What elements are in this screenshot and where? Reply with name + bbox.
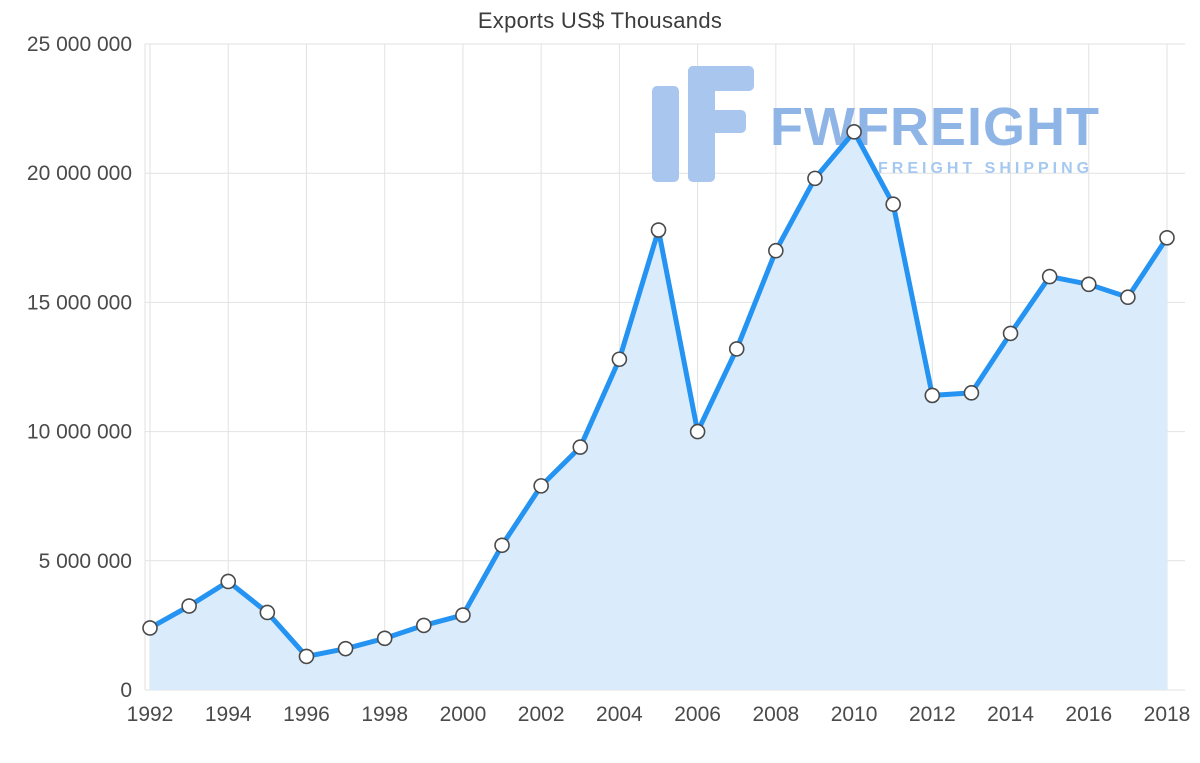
x-axis-tick-label: 2004: [596, 703, 643, 726]
data-point[interactable]: [259, 604, 276, 621]
data-point[interactable]: [572, 439, 589, 455]
watermark-brand-text: FWFREIGHT: [770, 97, 1100, 157]
y-axis-tick-label: 15 000 000: [27, 291, 132, 314]
data-point[interactable]: [807, 170, 823, 187]
data-point[interactable]: [728, 341, 745, 357]
x-axis-tick-label: 1992: [127, 703, 174, 726]
x-axis-tick-label: 2006: [674, 703, 721, 726]
data-point[interactable]: [611, 351, 628, 368]
data-point[interactable]: [1159, 230, 1175, 246]
fwfreight-logo-icon: [652, 66, 754, 182]
area-fill: [150, 131, 1167, 690]
data-point[interactable]: [494, 537, 510, 554]
x-axis-tick-label: 2018: [1144, 703, 1191, 726]
series-layer: [142, 124, 1175, 690]
x-axis-tick-label: 2012: [909, 703, 956, 726]
data-point[interactable]: [142, 620, 158, 636]
data-point[interactable]: [689, 423, 706, 440]
y-axis-tick-label: 5 000 000: [39, 550, 132, 573]
y-axis-tick-label: 25 000 000: [27, 33, 132, 56]
data-point[interactable]: [846, 124, 862, 140]
data-point[interactable]: [1041, 268, 1058, 285]
x-axis-tick-label: 2002: [518, 703, 565, 726]
x-axis-tick-label: 1994: [205, 703, 252, 726]
y-axis-tick-label: 0: [120, 679, 132, 702]
data-point[interactable]: [455, 607, 471, 623]
data-point[interactable]: [1080, 276, 1097, 293]
data-point[interactable]: [298, 648, 315, 665]
chart-title: Exports US$ Thousands: [477, 8, 723, 33]
x-axis-tick-label: 2016: [1065, 703, 1112, 726]
x-axis-tick-label: 1998: [361, 703, 408, 726]
watermark: FWFREIGHT FREIGHT SHIPPING: [652, 66, 1100, 182]
watermark-tagline-text: FREIGHT SHIPPING: [878, 160, 1093, 177]
data-point[interactable]: [650, 222, 667, 238]
data-point[interactable]: [963, 385, 980, 401]
data-point[interactable]: [768, 242, 784, 259]
data-point[interactable]: [924, 387, 941, 404]
data-point[interactable]: [181, 598, 197, 614]
x-axis-tick-label: 2000: [440, 703, 487, 726]
data-point[interactable]: [416, 617, 432, 634]
data-point[interactable]: [885, 196, 901, 213]
y-axis-tick-label: 20 000 000: [27, 162, 132, 185]
data-point[interactable]: [533, 478, 549, 494]
data-point[interactable]: [1120, 289, 1136, 306]
x-axis-tick-label: 1996: [283, 703, 330, 726]
axis-labels-layer: 0 5 000 000 10 000 000 15 000 000 20 000 000…: [27, 33, 1190, 726]
data-point[interactable]: [337, 640, 354, 657]
x-axis-tick-label: 2008: [752, 703, 799, 726]
data-point[interactable]: [376, 630, 393, 647]
data-point[interactable]: [1002, 325, 1019, 342]
x-axis-tick-label: 2010: [831, 703, 878, 726]
data-point[interactable]: [220, 573, 237, 590]
x-axis-tick-label: 2014: [987, 703, 1034, 726]
y-axis-tick-label: 10 000 000: [27, 421, 132, 444]
